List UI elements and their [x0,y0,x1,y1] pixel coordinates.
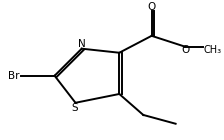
Text: O: O [181,45,190,55]
Text: O: O [147,2,156,12]
Text: CH₃: CH₃ [203,45,222,55]
Text: Br: Br [8,71,20,81]
Text: S: S [71,103,78,113]
Text: N: N [78,39,86,49]
